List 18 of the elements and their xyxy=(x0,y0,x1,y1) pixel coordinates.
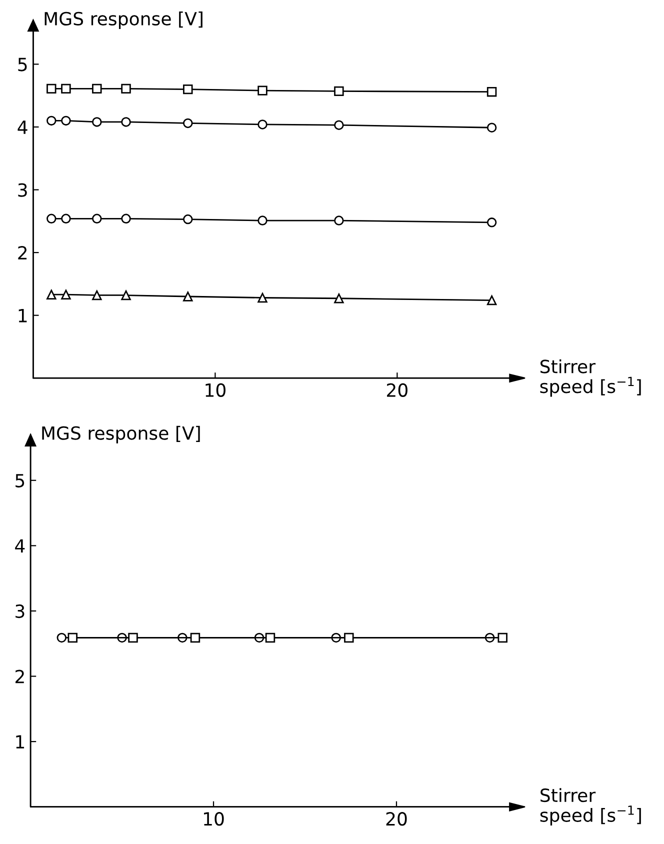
y-tick-label: 3 xyxy=(18,183,27,197)
x-axis-title: Stirrer speed [s$^{−1}$] xyxy=(540,788,641,826)
y-tick-label: 2 xyxy=(16,670,24,684)
y-tick-label: 5 xyxy=(18,58,27,72)
y-tick-label: 1 xyxy=(18,309,27,322)
y-axis-title: MGS response [V] xyxy=(42,426,200,444)
y-tick-label: 4 xyxy=(15,539,25,553)
y-tick-label: 4 xyxy=(18,120,28,134)
y-tick-label: 1 xyxy=(16,735,24,748)
x-tick-label: 10 xyxy=(204,812,224,826)
x-tick-label: 20 xyxy=(386,812,407,826)
y-tick-label: 5 xyxy=(16,474,24,488)
x-tick-label: 20 xyxy=(387,383,408,397)
x-axis-title: Stirrer speed [s$^{−1}$] xyxy=(540,359,641,397)
y-axis-title: MGS response [V] xyxy=(44,12,202,29)
x-tick-label: 10 xyxy=(206,383,226,397)
y-tick-label: 2 xyxy=(18,246,27,260)
y-tick-label: 3 xyxy=(16,604,24,618)
